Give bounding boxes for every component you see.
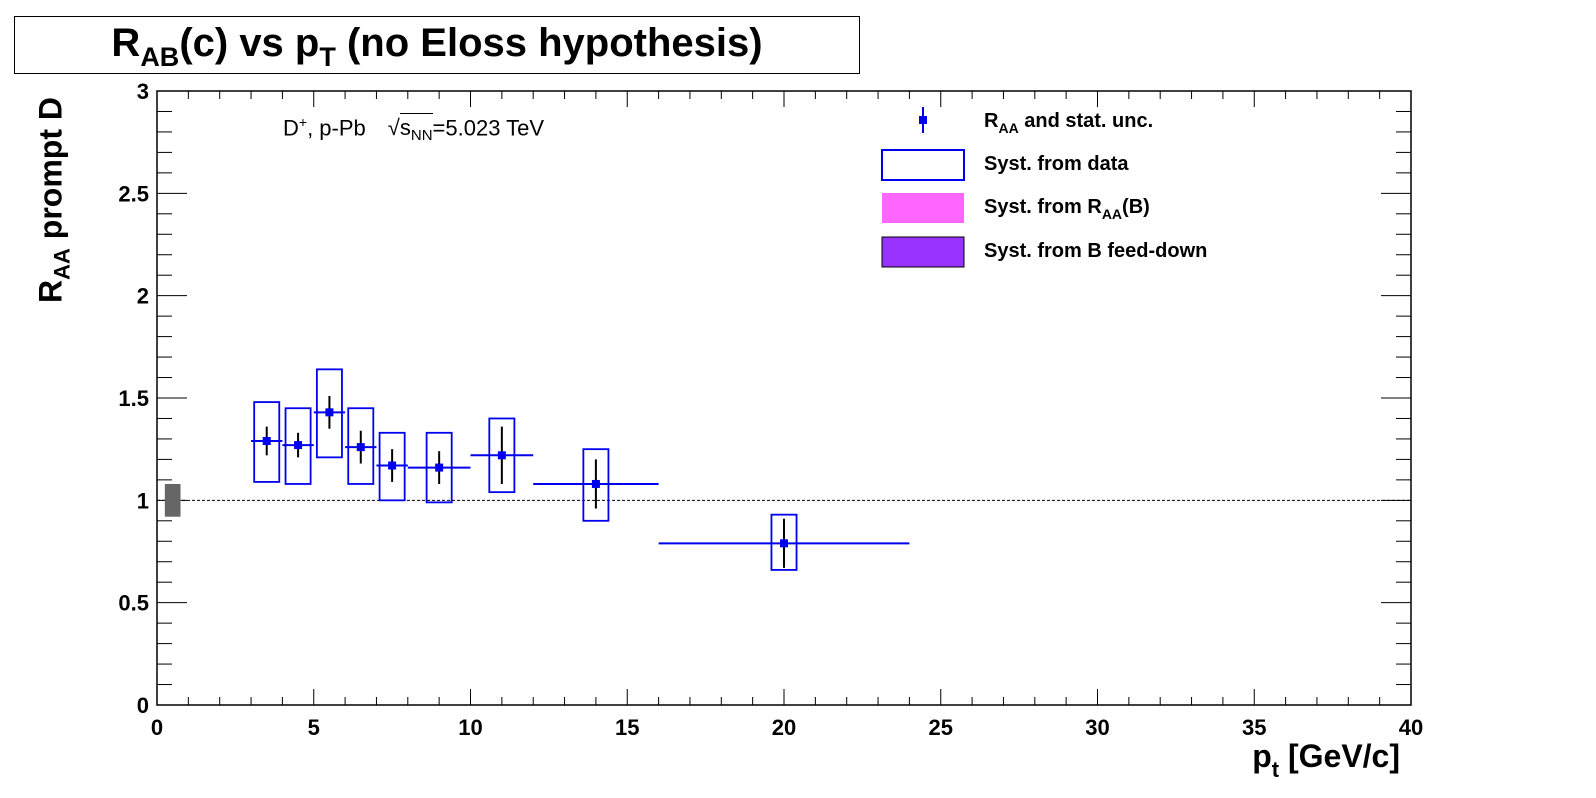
chart-title: RAB(c) vs pT (no Eloss hypothesis) (111, 21, 763, 72)
axis-ticks (156, 90, 1412, 706)
y-tick-label: 1.5 (118, 386, 149, 411)
y-tick-label: 0 (137, 693, 149, 718)
x-tick-label: 35 (1242, 715, 1266, 740)
legend-entry1-main: R (984, 110, 999, 132)
syst-data-box (582, 448, 610, 522)
legend-entry-syst-feeddown: Syst. from B feed-down (984, 240, 1208, 262)
data-points (251, 368, 910, 571)
data-point-marker (294, 441, 303, 450)
y-tick-label: 3 (137, 79, 149, 104)
data-point-group (345, 407, 377, 485)
data-point-group (376, 431, 408, 502)
legend-entry3-main: Syst. from R (984, 196, 1102, 218)
sqrt-symbol: √ (387, 115, 400, 141)
title-r: R (111, 21, 141, 65)
data-point-marker (591, 479, 600, 488)
syst-data-box (284, 407, 312, 485)
x-tick-label: 10 (458, 715, 482, 740)
annot-energy: =5.023 TeV (432, 115, 545, 141)
plot-frame (156, 90, 1412, 706)
syst-data-box (315, 368, 343, 459)
title-tail: (no Eloss hypothesis) (335, 21, 763, 65)
annot-system: , p-Pb (307, 115, 366, 141)
legend-entry-syst-raa-b: Syst. from RAA(B) (984, 196, 1150, 222)
annot-s: s (399, 115, 411, 141)
legend-entry1-sub: AA (998, 120, 1019, 136)
legend-marker-syst-data (881, 149, 965, 181)
y-tick-label: 2.5 (118, 181, 149, 206)
data-point-marker (356, 443, 365, 452)
legend-entry-syst-data: Syst. from data (984, 153, 1129, 175)
data-point-marker (780, 539, 788, 548)
x-tick-label: 15 (615, 715, 639, 740)
data-point-marker (497, 451, 506, 460)
syst-data-box (347, 407, 375, 485)
x-axis-label: pt [GeV/c] (1252, 738, 1400, 782)
normalization-uncertainty-box (164, 483, 181, 517)
annot-particle: D (283, 115, 299, 141)
legend-marker-stat-point (919, 116, 927, 124)
legend-entry1-tail: and stat. unc. (1018, 110, 1154, 132)
syst-data-box (253, 401, 281, 483)
x-tick-label: 40 (1399, 715, 1423, 740)
legend-marker-syst-feeddown (881, 236, 965, 268)
legend-marker-syst-raa-b (882, 193, 964, 223)
y-axis-label: RAA prompt D (32, 97, 75, 303)
legend-entry3-tail: (B) (1122, 196, 1150, 218)
annot-sqrt-content: sNN (399, 113, 433, 144)
data-point-marker (325, 408, 334, 417)
annot-particle-charge: + (298, 114, 308, 130)
title-sub-ab: AB (140, 42, 180, 72)
data-point-marker (388, 461, 397, 470)
annot-s-sub: NN (410, 127, 433, 145)
legend-entry3-sub: AA (1101, 206, 1123, 222)
legend-entry-stat: RAA and stat. unc. (984, 110, 1153, 136)
data-point-group (658, 513, 910, 571)
data-point-group (251, 401, 283, 483)
data-point-group (313, 368, 346, 459)
syst-data-box (770, 513, 798, 571)
x-tick-label: 0 (151, 715, 163, 740)
syst-data-box (378, 431, 406, 502)
data-point-marker (262, 436, 271, 445)
legend-markers (881, 107, 965, 268)
title-sub-t: T (319, 42, 336, 72)
x-tick-label: 25 (929, 715, 953, 740)
data-point-group (470, 417, 534, 494)
data-point-group (533, 448, 659, 522)
y-tick-label: 1 (137, 488, 149, 513)
data-point-group (407, 431, 471, 504)
data-point-group (282, 407, 314, 485)
data-point-marker (435, 463, 444, 472)
x-tick-label: 20 (772, 715, 796, 740)
axis-tick-labels: 0 5 10 15 20 25 30 35 40 0 0.5 1 1.5 2 2.5 3 (118, 79, 1423, 740)
chart-title-box: RAB(c) vs pT (no Eloss hypothesis) (14, 16, 860, 74)
x-tick-label: 5 (308, 715, 320, 740)
y-tick-label: 2 (137, 284, 149, 309)
x-tick-label: 30 (1085, 715, 1109, 740)
y-tick-label: 0.5 (118, 591, 149, 616)
collision-system-annotation: D+, p-Pb √sNN=5.023 TeV (283, 113, 545, 144)
annot-sqrt: √sNN (387, 113, 433, 144)
title-mid: (c) vs p (179, 21, 320, 65)
